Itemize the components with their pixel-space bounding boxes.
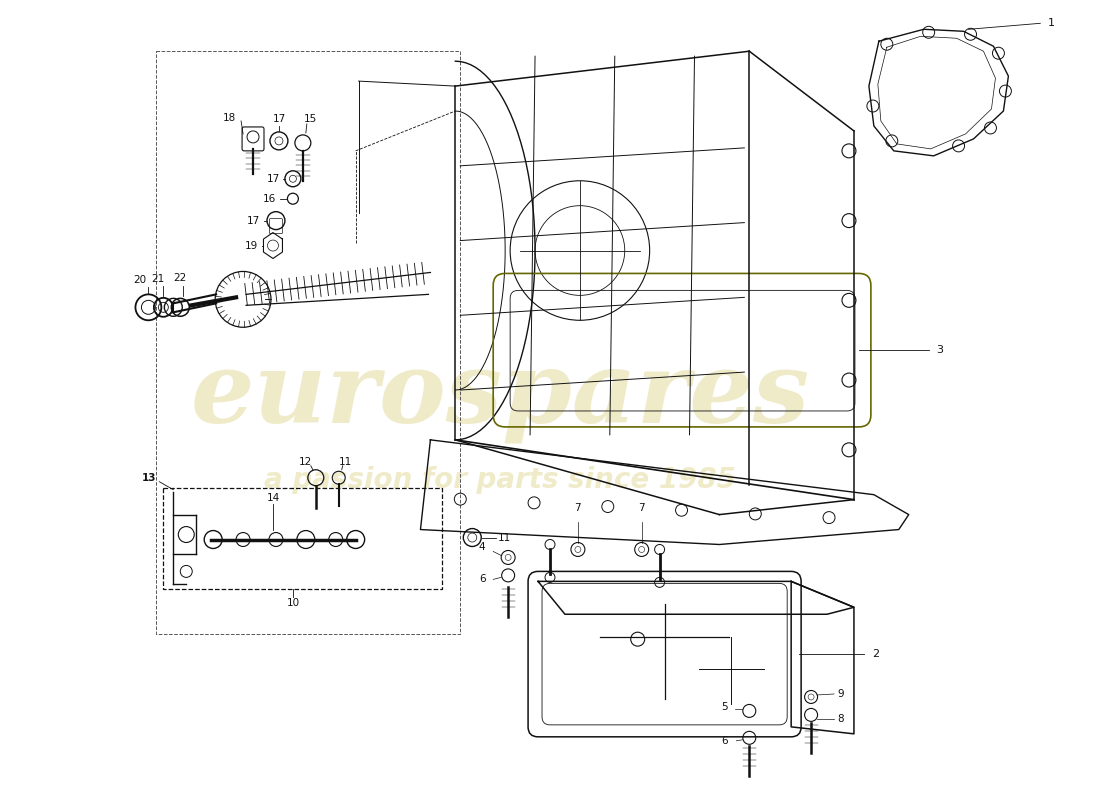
Text: 11: 11 [498, 533, 512, 542]
Text: 7: 7 [638, 502, 645, 513]
Text: 17: 17 [246, 216, 260, 226]
Text: 2: 2 [872, 649, 879, 659]
Text: 10: 10 [286, 598, 299, 608]
Text: 8: 8 [837, 714, 844, 724]
Text: 18: 18 [222, 113, 235, 123]
Text: a passion for parts since 1985: a passion for parts since 1985 [264, 466, 736, 494]
Text: 16: 16 [263, 194, 276, 204]
Text: 1: 1 [1048, 18, 1055, 28]
Text: 12: 12 [299, 457, 312, 466]
Text: 21: 21 [152, 274, 165, 285]
Text: 4: 4 [478, 542, 485, 553]
Text: 22: 22 [174, 274, 187, 283]
Text: 11: 11 [339, 457, 352, 466]
Text: 19: 19 [244, 241, 257, 250]
Text: 15: 15 [305, 114, 318, 124]
Text: 9: 9 [837, 689, 844, 699]
Text: 17: 17 [273, 114, 286, 124]
Text: 14: 14 [266, 493, 279, 502]
Text: 5: 5 [722, 702, 728, 712]
Text: eurospares: eurospares [190, 346, 810, 443]
Text: 20: 20 [133, 275, 146, 286]
Text: 17: 17 [266, 174, 279, 184]
Text: 6: 6 [478, 574, 485, 584]
Text: 7: 7 [574, 502, 581, 513]
Text: 3: 3 [937, 345, 944, 355]
Text: 6: 6 [722, 736, 728, 746]
Text: 13: 13 [142, 473, 156, 482]
